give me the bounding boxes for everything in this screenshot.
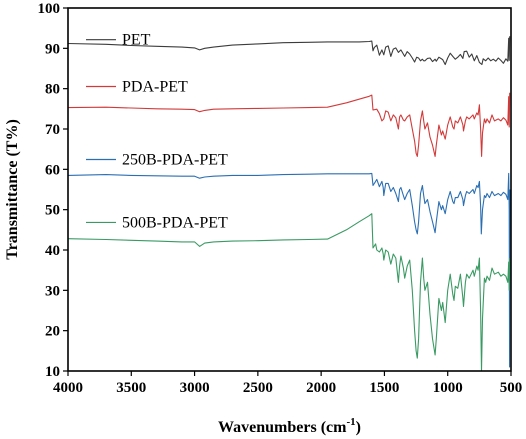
y-tick-label: 30 <box>45 283 60 299</box>
plot-frame <box>67 7 512 372</box>
x-tick-label: 1500 <box>369 380 399 396</box>
legend-label: 250B-PDA-PET <box>122 151 228 168</box>
series-line-250b-pda-pet <box>67 172 511 368</box>
x-axis-label: Wavenumbers (cm-1) <box>218 416 361 436</box>
x-tick-label: 4000 <box>53 380 83 396</box>
legend: PET PDA-PET 250B-PDA-PET 500B-PDA-PET <box>86 32 228 231</box>
x-tick-label: 3000 <box>180 380 210 396</box>
legend-label: 500B-PDA-PET <box>122 214 228 231</box>
y-tick-label: 70 <box>45 122 60 138</box>
x-tick-label: 3500 <box>116 380 146 396</box>
series-lines <box>67 36 511 372</box>
legend-label: PDA-PET <box>122 78 188 95</box>
axis-ticks: 4000 3500 3000 2500 2000 1500 1000 500 10 20 30 40 5… <box>38 1 523 396</box>
x-tick-label: 2000 <box>306 380 336 396</box>
y-tick-label: 20 <box>45 324 60 340</box>
x-axis-label-superscript: -1 <box>346 416 355 428</box>
y-tick-label: 90 <box>45 41 60 57</box>
y-tick-label: 40 <box>45 243 60 259</box>
x-tick-label: 1000 <box>433 380 463 396</box>
x-axis-label-suffix: ) <box>356 419 361 436</box>
y-axis-label: Transmittance (T%) <box>4 119 21 260</box>
y-tick-label: 10 <box>45 364 60 380</box>
x-tick-label: 2500 <box>243 380 273 396</box>
series-line-500b-pda-pet <box>67 213 511 372</box>
y-tick-label: 100 <box>38 1 61 17</box>
y-tick-label: 60 <box>45 162 60 178</box>
series-line-pda-pet <box>67 92 511 157</box>
series-line-pet <box>67 36 511 66</box>
x-tick-label: 500 <box>500 380 523 396</box>
y-tick-label: 50 <box>45 203 60 219</box>
legend-label: PET <box>122 32 151 49</box>
y-tick-label: 80 <box>45 82 60 98</box>
x-axis-label-main: Wavenumbers (cm <box>218 419 347 436</box>
